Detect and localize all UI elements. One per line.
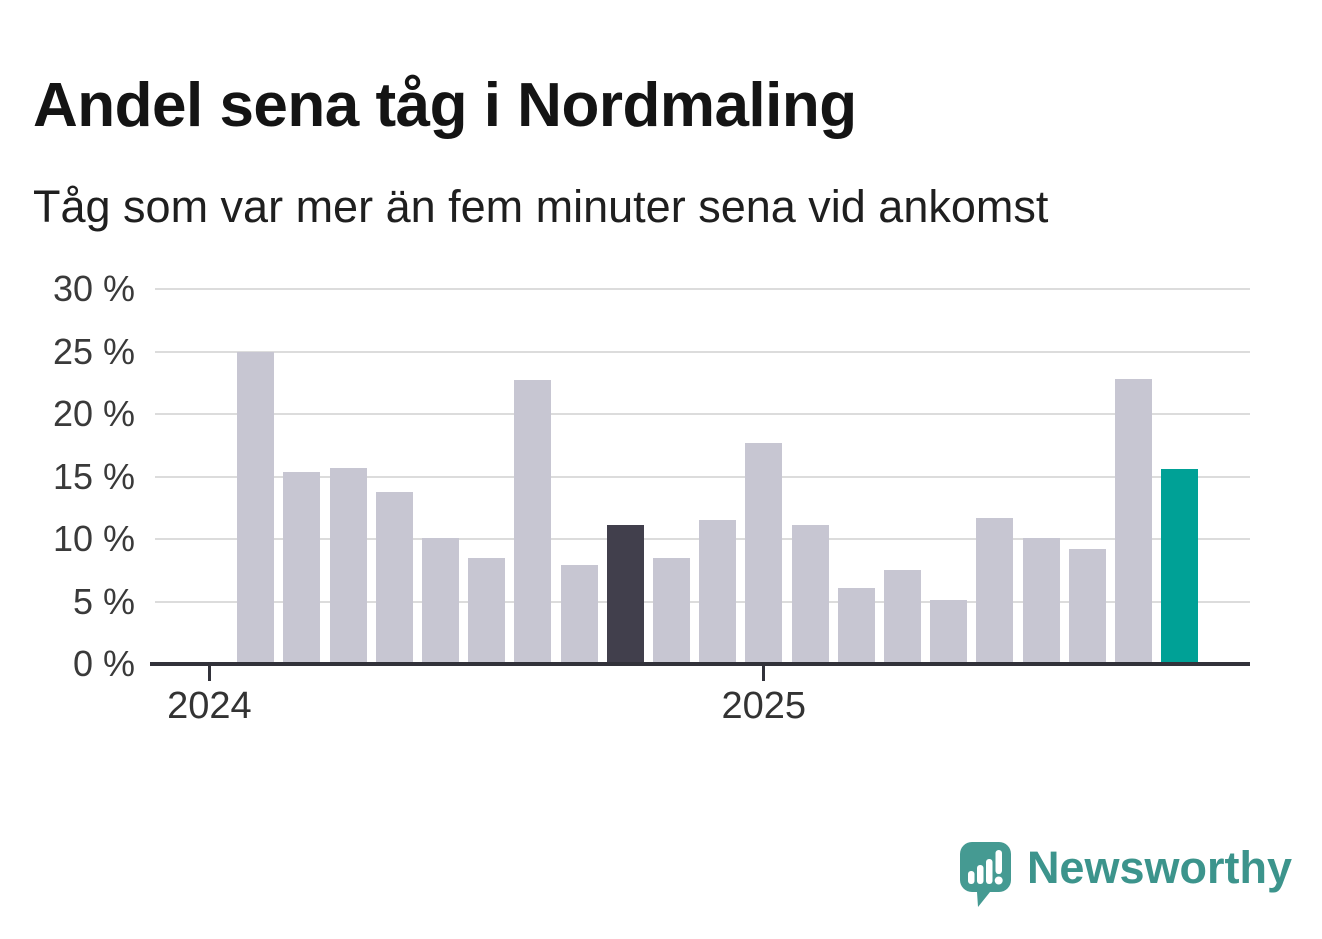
bar [329,467,367,664]
gridline-15pct [155,475,1250,478]
bar [1068,549,1106,664]
x-axis-line [150,662,1250,666]
y-tick-label: 10 % [52,518,135,559]
bar [745,442,783,664]
y-tick-label: 15 % [52,455,135,497]
gridline-30pct [155,288,1250,290]
gridline-20pct [155,413,1250,415]
gridline-25pct [155,350,1250,353]
bar-highlight-dark [606,525,644,664]
bar [1114,379,1152,664]
x-tick-label: 2025 [721,685,807,727]
y-tick-label: 0 % [72,643,135,684]
y-tick-label: 20 % [52,393,135,434]
bar [1022,537,1060,664]
plot-area: 0 % 5 % 10 % 15 % 20 % 25 % 30 % 2024 2025 [53,270,1250,725]
bar [237,351,275,664]
chart-title: Andel sena tåg i Nordmaling [33,70,857,140]
bar [976,517,1014,664]
y-tick-label: 25 % [52,330,135,372]
chart-subtitle: Tåg som var mer än fem minuter sena vid … [33,181,1049,232]
bar [837,587,875,664]
bar-highlight-latest [1161,469,1199,664]
bar [930,600,968,664]
bar [421,537,459,664]
y-tick-label: 30 % [52,268,135,309]
bar [652,557,690,664]
x-axis-tick [762,666,766,681]
x-axis-tick [207,666,211,681]
bar [791,525,829,664]
bar [514,380,552,664]
bar [560,565,598,664]
bar [468,557,506,664]
newsworthy-logo-text: Newsworthy [1026,842,1292,893]
bar [283,471,321,664]
y-tick-label: 5 % [72,580,135,622]
newsworthy-logo: Newsworthy [959,842,1292,908]
bar [883,570,921,664]
newsworthy-logo-icon [959,842,1011,907]
x-tick-label: 2024 [167,685,252,727]
bar [375,491,413,664]
bar [699,520,737,664]
